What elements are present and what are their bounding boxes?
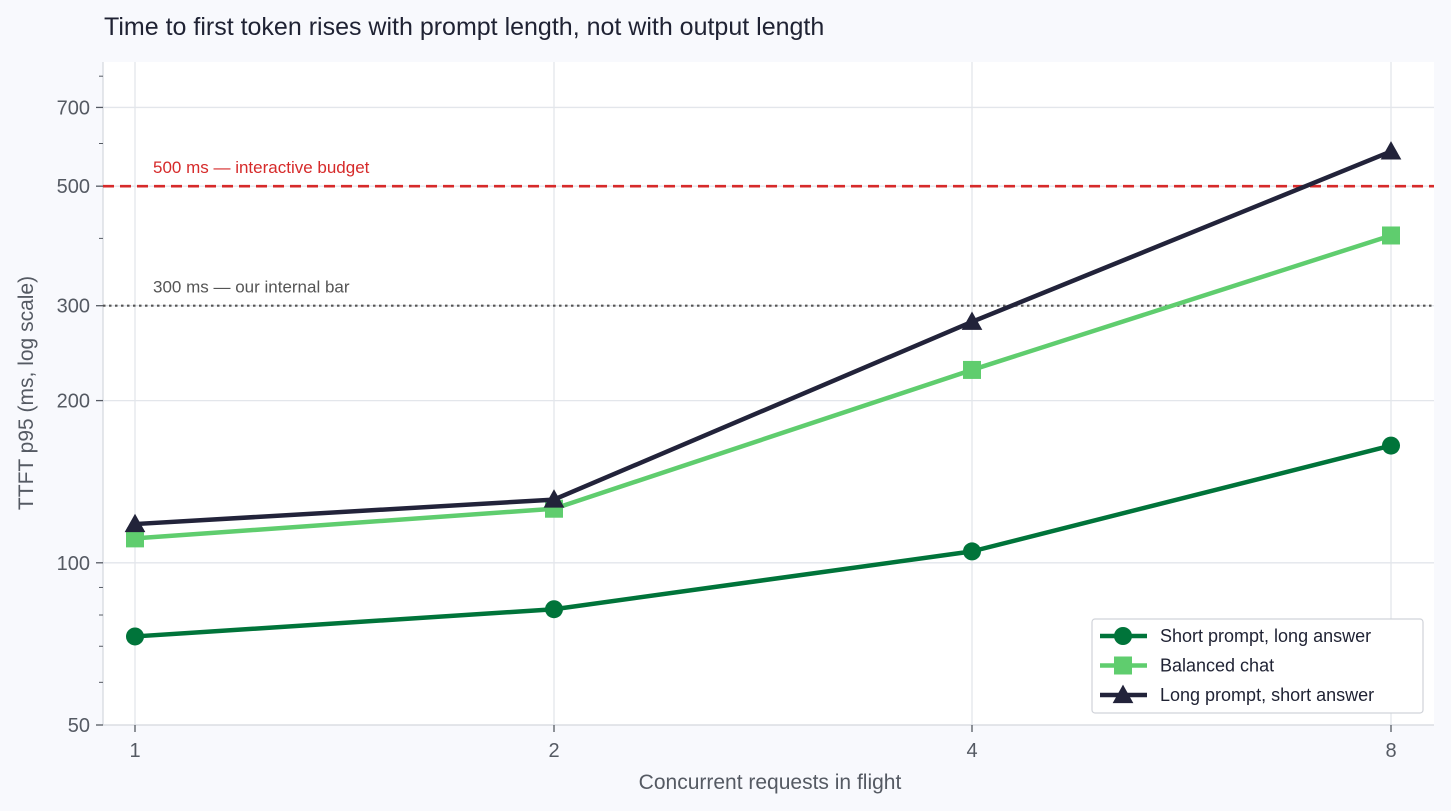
axes: 50 100 200 300 500 700 1 2 4 8 bbox=[57, 62, 1434, 762]
series-line bbox=[132, 233, 1394, 541]
series-layer bbox=[124, 141, 1402, 646]
legend-label: Balanced chat bbox=[1160, 656, 1274, 676]
y-tick-label: 200 bbox=[57, 391, 90, 413]
chart-title: Time to first token rises with prompt le… bbox=[104, 13, 824, 41]
legend-swatch-marker bbox=[1114, 627, 1132, 645]
data-point bbox=[963, 360, 981, 379]
data-point bbox=[124, 513, 146, 533]
data-point bbox=[545, 600, 563, 619]
data-point bbox=[1380, 141, 1402, 160]
y-tick-label: 300 bbox=[57, 296, 90, 318]
legend-item: Long prompt, short answer bbox=[1100, 684, 1374, 705]
legend-item: Balanced chat bbox=[1100, 656, 1274, 676]
legend-label: Long prompt, short answer bbox=[1160, 685, 1374, 705]
reference-lines: 500 ms — interactive budget 300 ms — our … bbox=[103, 158, 1434, 307]
series-group bbox=[126, 226, 1400, 548]
data-point bbox=[126, 529, 144, 548]
legend-swatch-marker bbox=[1112, 684, 1134, 704]
x-tick-label: 4 bbox=[966, 740, 977, 762]
y-tick-label: 500 bbox=[57, 176, 90, 198]
y-tick-label: 700 bbox=[57, 97, 90, 119]
data-point bbox=[543, 489, 565, 508]
y-tick-label: 100 bbox=[57, 553, 90, 575]
reference-line-label: 300 ms — our internal bar bbox=[153, 278, 350, 297]
series-group bbox=[124, 141, 1402, 533]
y-tick-label: 50 bbox=[68, 715, 90, 737]
y-axis-label: TTFT p95 (ms, log scale) bbox=[15, 276, 38, 510]
legend: Short prompt, long answer Balanced chat Lo… bbox=[1091, 618, 1424, 714]
legend-label: Short prompt, long answer bbox=[1160, 626, 1371, 646]
series-group bbox=[126, 436, 1400, 646]
reference-line-label: 500 ms — interactive budget bbox=[153, 158, 370, 177]
data-point bbox=[126, 627, 144, 646]
legend-swatch-marker bbox=[1114, 656, 1132, 675]
data-point bbox=[963, 542, 981, 561]
data-point bbox=[1382, 226, 1400, 245]
x-axis-label: Concurrent requests in flight bbox=[639, 771, 902, 794]
legend-item: Short prompt, long answer bbox=[1100, 626, 1371, 646]
x-tick-label: 1 bbox=[129, 740, 140, 762]
data-point bbox=[961, 311, 983, 330]
series-line bbox=[132, 443, 1394, 639]
series-line bbox=[132, 149, 1394, 527]
legend-box bbox=[1091, 618, 1424, 714]
x-tick-label: 2 bbox=[548, 740, 559, 762]
plot-area bbox=[103, 62, 1434, 725]
data-point bbox=[1382, 436, 1400, 455]
x-tick-label: 8 bbox=[1385, 740, 1396, 762]
